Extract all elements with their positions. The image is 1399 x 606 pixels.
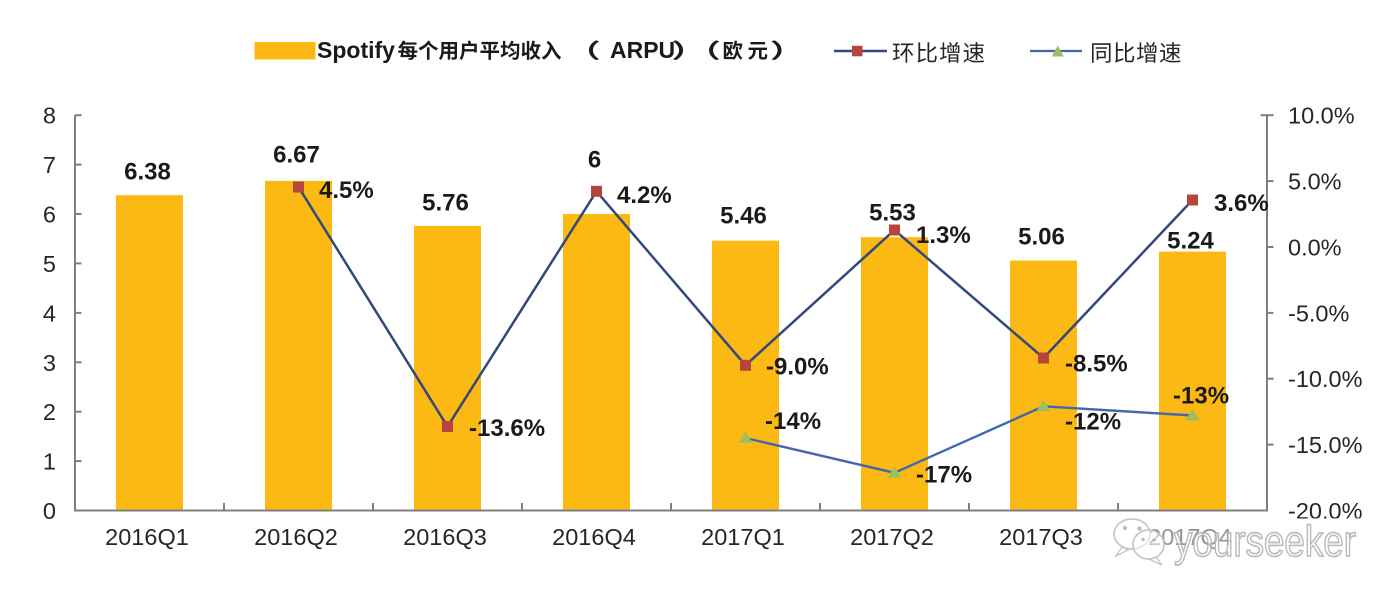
svg-text:yourseeker: yourseeker: [1174, 517, 1356, 566]
svg-text:7: 7: [43, 152, 56, 178]
svg-text:5.06: 5.06: [1018, 224, 1065, 251]
svg-text:-17%: -17%: [916, 462, 972, 489]
svg-text:1.3%: 1.3%: [916, 222, 971, 249]
svg-text:5.76: 5.76: [422, 190, 469, 217]
svg-text:3.6%: 3.6%: [1214, 190, 1269, 217]
svg-text:2017Q2: 2017Q2: [850, 524, 934, 550]
svg-text:-8.5%: -8.5%: [1065, 351, 1128, 378]
svg-text:-15.0%: -15.0%: [1288, 432, 1363, 458]
svg-text:2016Q1: 2016Q1: [105, 524, 189, 550]
svg-text:5.53: 5.53: [869, 200, 916, 227]
svg-text:-13%: -13%: [1173, 383, 1229, 410]
svg-text:2: 2: [43, 399, 56, 425]
svg-text:6.38: 6.38: [124, 159, 171, 186]
svg-text:4.5%: 4.5%: [319, 177, 374, 204]
svg-text:2017Q1: 2017Q1: [701, 524, 785, 550]
svg-text:Spotify: Spotify: [317, 37, 395, 63]
svg-text:4: 4: [43, 300, 56, 326]
svg-text:6: 6: [43, 202, 56, 228]
svg-text:6: 6: [588, 147, 601, 174]
svg-text:2016Q3: 2016Q3: [403, 524, 487, 550]
svg-text:4.2%: 4.2%: [617, 182, 672, 209]
svg-text:5.24: 5.24: [1167, 228, 1214, 255]
svg-text:10.0%: 10.0%: [1288, 103, 1355, 129]
svg-text:0.0%: 0.0%: [1288, 235, 1342, 261]
svg-text:-5.0%: -5.0%: [1288, 300, 1349, 326]
svg-text:ARPU: ARPU: [610, 37, 675, 63]
svg-text:8: 8: [43, 103, 56, 129]
svg-text:2017Q3: 2017Q3: [999, 524, 1083, 550]
svg-text:5: 5: [43, 251, 56, 277]
svg-text:-12%: -12%: [1065, 409, 1121, 436]
svg-text:-14%: -14%: [765, 408, 821, 435]
svg-text:-10.0%: -10.0%: [1288, 366, 1363, 392]
svg-text:1: 1: [43, 449, 56, 475]
svg-text:5.0%: 5.0%: [1288, 169, 1342, 195]
svg-text:3: 3: [43, 350, 56, 376]
svg-text:5.46: 5.46: [720, 203, 767, 230]
svg-text:-13.6%: -13.6%: [469, 415, 545, 442]
svg-text:0: 0: [43, 498, 56, 524]
svg-text:2016Q2: 2016Q2: [254, 524, 338, 550]
svg-text:2016Q4: 2016Q4: [552, 524, 636, 550]
svg-text:6.67: 6.67: [273, 142, 320, 169]
svg-text:-9.0%: -9.0%: [766, 354, 829, 381]
